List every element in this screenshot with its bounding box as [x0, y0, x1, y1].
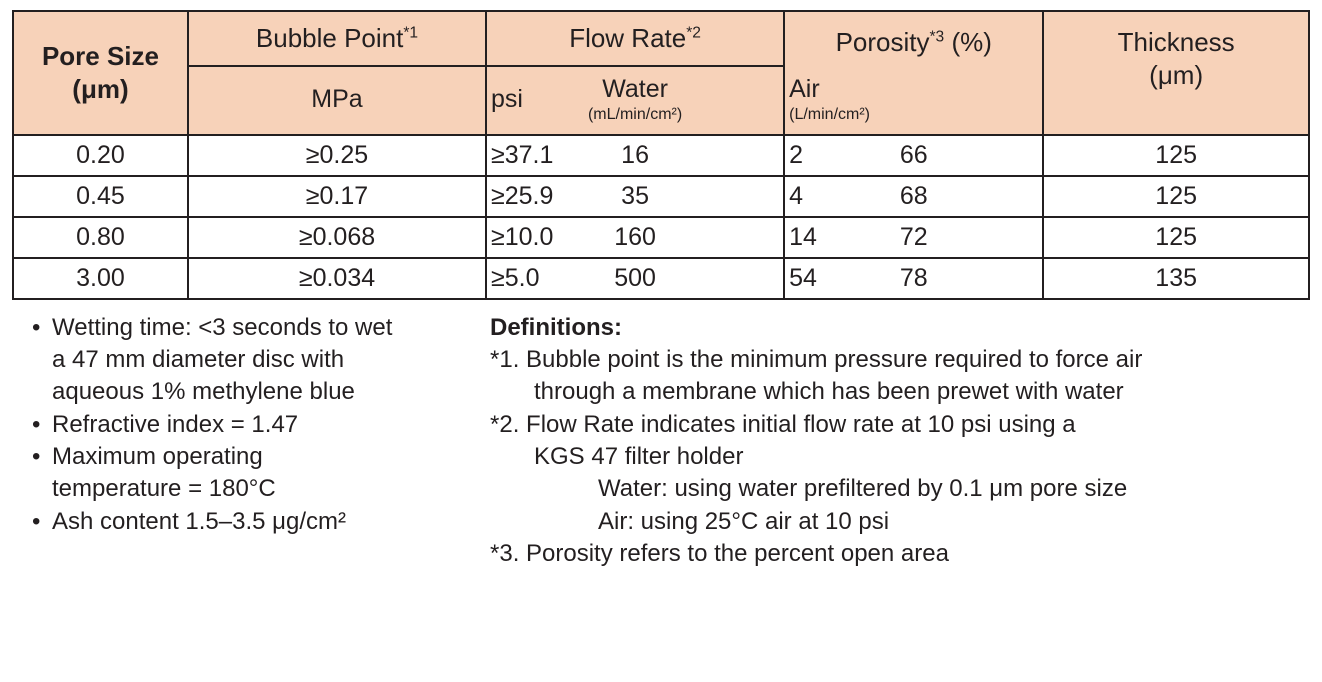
header-thickness-line1: Thickness: [1118, 27, 1235, 57]
def-2-text: Flow Rate indicates initial flow rate at…: [526, 411, 1076, 438]
header-water-unit: (mL/min/cm²): [491, 106, 779, 124]
def-2-label: *2.: [490, 411, 526, 438]
header-water-label: Water: [602, 75, 668, 103]
cell-thickness: 125: [1043, 135, 1309, 176]
header-pore-size-line2: (μm): [72, 74, 128, 104]
bullet-list: Wetting time: <3 seconds to wet a 47 mm …: [30, 312, 490, 539]
cell-thickness: 125: [1043, 217, 1309, 258]
bullet-text: Ash content 1.5–3.5 μg/cm²: [52, 508, 346, 535]
cell-thickness: 135: [1043, 258, 1309, 299]
table-row: 0.20 ≥0.25 ≥37.1 16 2 66 125: [13, 135, 1309, 176]
notes-container: Wetting time: <3 seconds to wet a 47 mm …: [12, 312, 1310, 571]
def-2-water: Water: using water prefiltered by 0.1 μm…: [490, 473, 1310, 505]
def-3-text: Porosity refers to the percent open area: [526, 540, 949, 567]
cell-pore-size: 0.80: [13, 217, 188, 258]
bullet-item: Refractive index = 1.47: [30, 409, 490, 441]
header-bubble-point: Bubble Point*1: [188, 11, 486, 66]
def-3-label: *3.: [490, 540, 526, 567]
def-item-1: *1. Bubble point is the minimum pressure…: [490, 344, 1310, 376]
cell-thickness: 125: [1043, 176, 1309, 217]
header-water: Water (mL/min/cm²): [486, 66, 784, 135]
def-item-3: *3. Porosity refers to the percent open …: [490, 538, 1310, 570]
def-2-cont: KGS 47 filter holder: [490, 441, 1310, 473]
def-1-label: *1.: [490, 346, 526, 373]
header-thickness-line2: (μm): [1149, 60, 1203, 90]
header-porosity-sup: *3: [929, 28, 944, 45]
cell-porosity: 78: [784, 258, 1043, 299]
header-flow-rate-sup: *2: [686, 24, 701, 41]
def-2-air: Air: using 25°C air at 10 psi: [490, 506, 1310, 538]
definitions-title: Definitions:: [490, 312, 1310, 344]
cell-pore-size: 3.00: [13, 258, 188, 299]
bullet-item: Ash content 1.5–3.5 μg/cm²: [30, 506, 490, 538]
def-1-cont: through a membrane which has been prewet…: [490, 376, 1310, 408]
notes-right: Definitions: *1. Bubble point is the min…: [490, 312, 1310, 571]
specs-table: Pore Size (μm) Bubble Point*1 Flow Rate*…: [12, 10, 1310, 300]
cell-mpa: ≥0.25: [188, 135, 486, 176]
table-row: 0.45 ≥0.17 ≥25.9 35 4 68 125: [13, 176, 1309, 217]
cell-mpa: ≥0.068: [188, 217, 486, 258]
bullet-text: Refractive index = 1.47: [52, 411, 298, 438]
header-flow-rate: Flow Rate*2: [486, 11, 784, 66]
notes-left: Wetting time: <3 seconds to wet a 47 mm …: [30, 312, 490, 571]
cell-porosity: 72: [784, 217, 1043, 258]
bullet-text: Maximum operating temperature = 180°C: [52, 443, 276, 502]
cell-porosity: 66: [784, 135, 1043, 176]
header-bubble-point-sup: *1: [403, 24, 418, 41]
header-pore-size-line1: Pore Size: [42, 41, 159, 71]
header-thickness: Thickness (μm): [1043, 11, 1309, 135]
header-pore-size: Pore Size (μm): [13, 11, 188, 135]
bullet-text: Wetting time: <3 seconds to wet a 47 mm …: [52, 314, 392, 406]
table-body: 0.20 ≥0.25 ≥37.1 16 2 66 125 0.45 ≥0.17 …: [13, 135, 1309, 299]
cell-porosity: 68: [784, 176, 1043, 217]
cell-pore-size: 0.45: [13, 176, 188, 217]
header-porosity-label: Porosity: [836, 27, 930, 57]
cell-mpa: ≥0.17: [188, 176, 486, 217]
header-flow-rate-label: Flow Rate: [569, 23, 686, 53]
header-bubble-point-label: Bubble Point: [256, 23, 403, 53]
table-row: 3.00 ≥0.034 ≥5.0 500 54 78 135: [13, 258, 1309, 299]
header-porosity-unit: (%): [944, 27, 992, 57]
cell-pore-size: 0.20: [13, 135, 188, 176]
header-air-label: Air: [789, 75, 820, 103]
table-row: 0.80 ≥0.068 ≥10.0 160 14 72 125: [13, 217, 1309, 258]
bullet-item: Maximum operating temperature = 180°C: [30, 441, 350, 506]
def-1-text: Bubble point is the minimum pressure req…: [526, 346, 1142, 373]
bullet-item: Wetting time: <3 seconds to wet a 47 mm …: [30, 312, 410, 409]
cell-mpa: ≥0.034: [188, 258, 486, 299]
def-item-2: *2. Flow Rate indicates initial flow rat…: [490, 409, 1310, 441]
header-mpa: MPa: [188, 66, 486, 135]
